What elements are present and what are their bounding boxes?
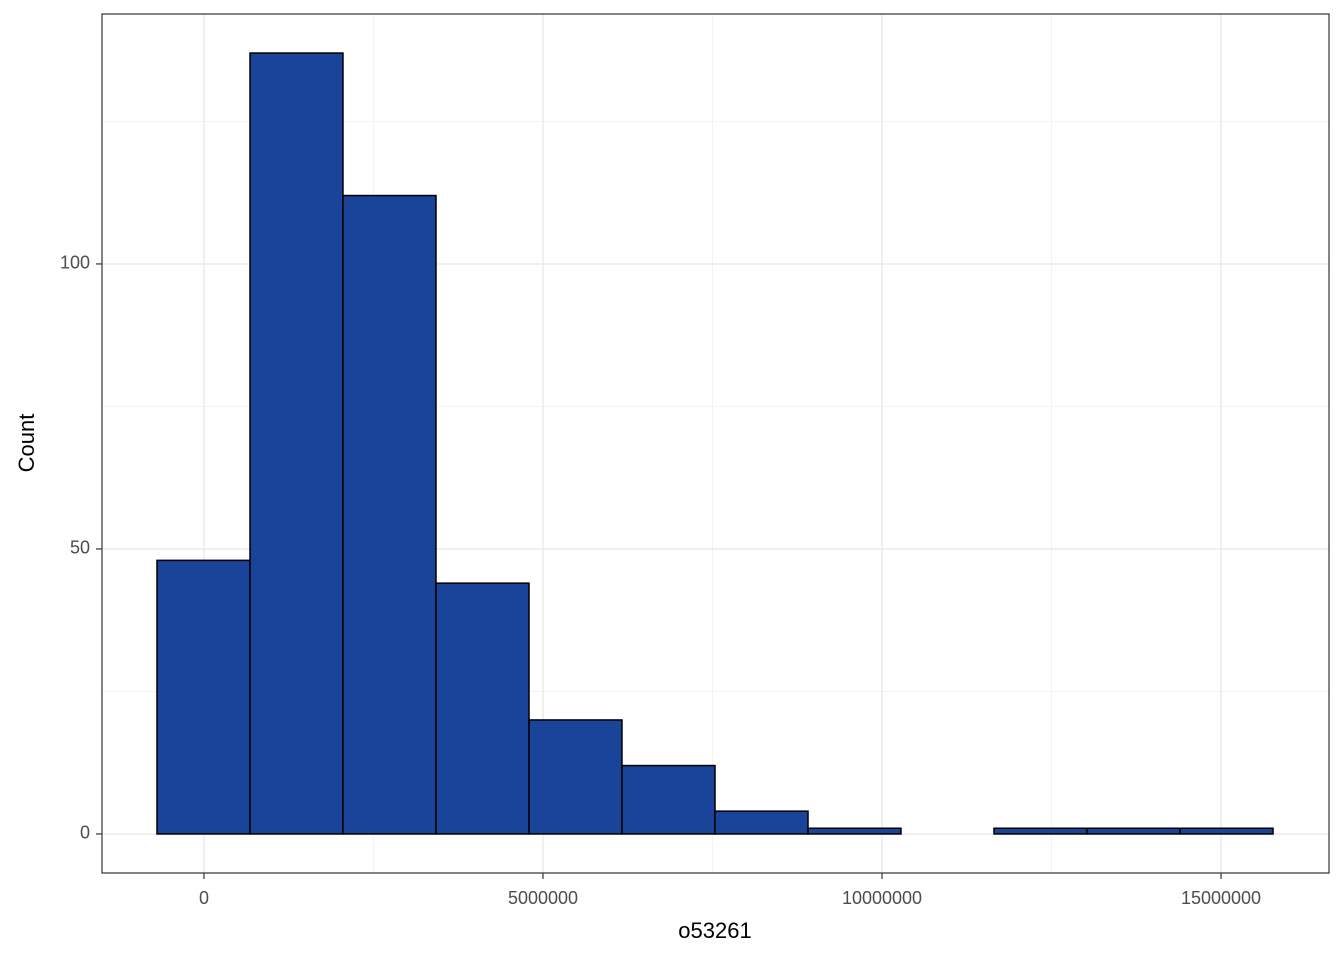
bar [714, 810, 809, 835]
x-tick-label: 10000000 [842, 888, 922, 908]
y-axis-title: Count [14, 414, 39, 473]
x-tick-label: 15000000 [1181, 888, 1261, 908]
bar [435, 582, 530, 835]
bar [807, 827, 902, 835]
bar [249, 52, 344, 835]
bar [156, 559, 251, 835]
y-tick-label: 0 [80, 823, 90, 843]
x-tick-label: 5000000 [508, 888, 578, 908]
bar [1179, 827, 1274, 835]
bar [342, 194, 437, 835]
bar [1086, 827, 1181, 835]
y-tick-label: 50 [70, 538, 90, 558]
x-axis-title: o53261 [678, 918, 751, 943]
bar [621, 764, 716, 835]
x-tick-label: 0 [199, 888, 209, 908]
panel-border [101, 13, 1330, 874]
bar [528, 719, 623, 835]
bar [993, 827, 1088, 835]
y-tick-label: 100 [60, 253, 90, 273]
